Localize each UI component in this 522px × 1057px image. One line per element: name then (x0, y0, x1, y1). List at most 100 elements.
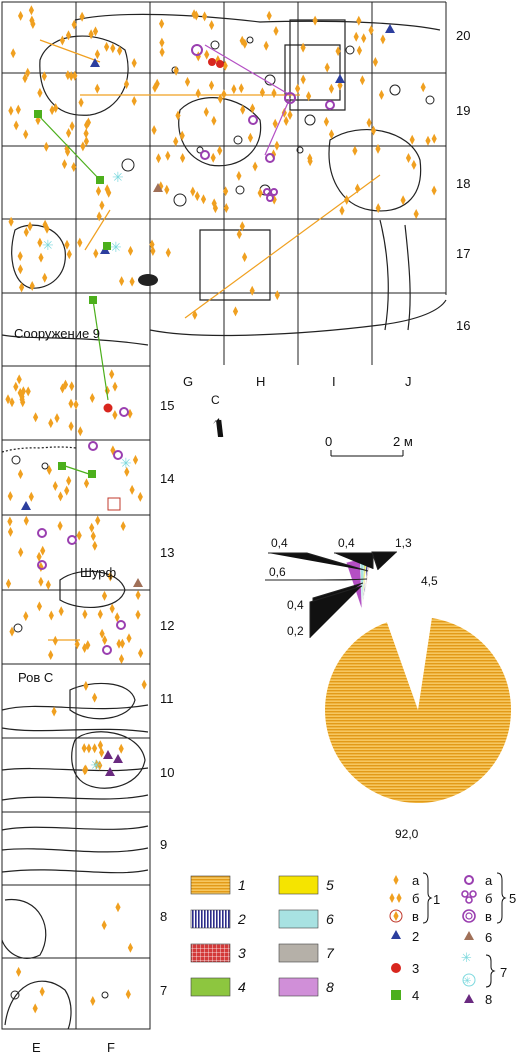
find-diamond (119, 276, 125, 287)
find-diamond (66, 249, 72, 260)
legend-5a: а (485, 873, 493, 888)
legend-group-7: 7 (500, 965, 507, 980)
find-diamond (263, 40, 269, 51)
find-diamond (43, 141, 49, 152)
find-diamond (135, 590, 141, 601)
find-diamond (137, 491, 143, 502)
find-diamond (300, 74, 306, 85)
pie-label-0-6: 0,6 (269, 565, 286, 579)
row-8: 8 (160, 909, 167, 924)
col-G: G (183, 374, 193, 389)
find-diamond (39, 986, 45, 997)
find-diamond (68, 398, 74, 409)
find-diamond (129, 484, 135, 495)
legend-4: 4 (412, 988, 419, 1003)
pie-slice-1 (325, 618, 512, 803)
row-10: 10 (160, 765, 174, 780)
legend-swatch-1 (190, 875, 231, 895)
find-diamond (190, 186, 196, 197)
pie-label-0-4-a: 0,4 (271, 536, 288, 550)
find-diamond (420, 82, 426, 93)
find-diamond (372, 57, 378, 67)
find-diamond (405, 153, 412, 163)
find-diamond (23, 227, 29, 238)
find-diamond (52, 635, 58, 646)
find-diamond (126, 633, 132, 644)
find-diamond (210, 152, 216, 163)
find-diamond (159, 18, 165, 29)
find-diamond (93, 248, 99, 259)
pit-label: Шурф (80, 565, 116, 580)
svg-text:✳: ✳ (112, 170, 124, 186)
find-diamond (110, 43, 116, 54)
svg-text:С: С (211, 393, 220, 407)
find-diamond (15, 104, 21, 115)
find-diamond (247, 132, 253, 143)
find-diamond (324, 62, 330, 73)
find-diamond (249, 285, 255, 296)
legend-swatch-5 (278, 875, 319, 895)
find-diamond (356, 15, 362, 26)
row-19: 19 (456, 103, 470, 118)
find-diamond (104, 41, 110, 52)
find-diamond (90, 531, 96, 542)
find-diamond (17, 264, 23, 275)
find-diamond (368, 25, 374, 36)
find-diamond (83, 680, 89, 691)
find-diamond (119, 638, 125, 649)
find-diamond (7, 526, 14, 537)
col-E: E (32, 1040, 41, 1055)
legend-swatch-label-7: 7 (326, 945, 335, 961)
find-diamond (92, 26, 99, 37)
legend-symbols-1-4: а б в 1 2 3 4 (389, 872, 440, 1003)
legend-swatch-4 (190, 977, 231, 997)
row-12: 12 (160, 618, 174, 633)
find-diamond (165, 247, 171, 258)
legend-symbols-5-8: ✳ ✳ а б в 5 6 7 8 (461, 872, 516, 1007)
find-diamond (127, 942, 133, 953)
svg-text:✳: ✳ (110, 240, 122, 256)
find-diamond (89, 393, 95, 403)
find-diamond (51, 706, 57, 717)
find-diamond (231, 84, 237, 95)
find-diamond (208, 80, 215, 91)
find-diamond (328, 83, 334, 94)
find-diamond (159, 37, 165, 48)
find-diamond (92, 743, 98, 754)
find-diamond (79, 11, 85, 22)
find-diamond (173, 136, 179, 147)
pie-label-0-4-b: 0,4 (338, 536, 355, 550)
find-diamond (165, 150, 171, 161)
find-diamond (274, 290, 280, 301)
find-diamond (249, 103, 256, 114)
find-diamond (411, 159, 417, 170)
find-diamond (23, 515, 29, 526)
find-diamond (242, 252, 248, 263)
find-diamond (52, 481, 58, 491)
row-13: 13 (160, 545, 174, 560)
pie-label-1-3: 1,3 (395, 536, 412, 550)
find-diamond (68, 421, 74, 432)
legend-swatch-label-5: 5 (326, 877, 334, 893)
find-diamond (112, 381, 118, 392)
scale-bar: 0 2 м (325, 434, 413, 457)
find-diamond (29, 281, 35, 291)
ditch-label: Ров С (18, 670, 53, 685)
find-diamond (232, 306, 239, 317)
find-diamond (48, 418, 54, 429)
find-diamond (295, 83, 301, 94)
find-diamond (18, 547, 24, 558)
legend-group-5: 5 (509, 891, 516, 906)
find-diamond (5, 578, 12, 589)
find-diamond (40, 545, 46, 556)
legend-swatch-2 (190, 909, 231, 929)
row-20: 20 (456, 28, 470, 43)
find-diamond (101, 590, 108, 601)
find-diamond (48, 650, 54, 660)
legend-group-1: 1 (433, 892, 440, 907)
find-diamond (28, 5, 34, 16)
find-diamond (236, 229, 242, 240)
find-diamond (65, 30, 72, 41)
svg-text:✳: ✳ (120, 456, 132, 472)
